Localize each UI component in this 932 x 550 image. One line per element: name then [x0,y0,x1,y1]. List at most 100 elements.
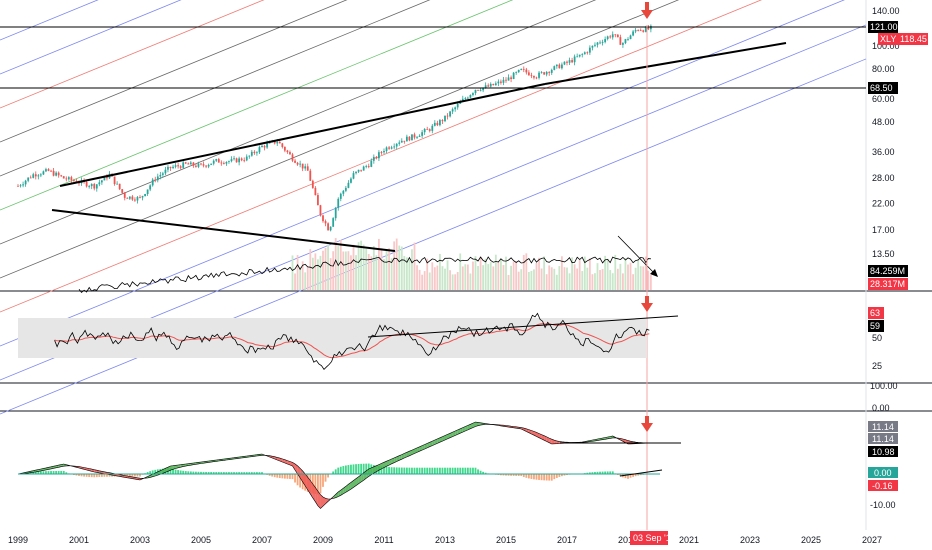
macd-histogram-bar [273,474,276,478]
candle-body [647,27,650,30]
macd-histogram-bar [131,474,134,477]
candle-body [45,169,47,172]
candle-body [426,129,429,130]
volume-bar [322,250,324,290]
macd-cloud [386,460,390,467]
macd-histogram-bar [441,467,444,474]
candle-body [599,42,601,44]
candle-body [393,146,396,148]
volume-bar [332,251,335,290]
macd-cloud [546,436,550,443]
macd-histogram-bar [530,474,533,479]
volume-bar [380,248,383,290]
macd-cloud [170,465,174,471]
macd-cloud [335,492,339,498]
candle-body [332,218,335,227]
macd-histogram-bar [37,471,40,474]
macd-histogram-bar [268,474,271,476]
macd-histogram-bar [357,463,360,474]
rsi-lines [54,312,650,371]
volume-bar [494,254,497,290]
macd-cloud [287,460,290,465]
macd-histogram-bar [398,467,401,474]
channel-line [0,0,680,279]
macd-histogram-bar [192,471,195,474]
macd-histogram-bar [258,472,261,474]
candle-body [586,52,589,54]
resistance-price-label: 121.00 [870,22,898,32]
candle-body [594,44,596,46]
macd-histogram-bar [505,474,507,476]
volume-bar [451,274,454,290]
macd-histogram-bar [100,474,103,477]
volume-bar [421,274,424,290]
rsi-trendline[interactable] [367,315,679,338]
candle-body [233,158,235,160]
candle-body [365,166,368,167]
price-tick-label: 36.00 [872,147,895,157]
macd-histogram-bar [334,469,337,474]
macd-histogram-bar [337,467,340,474]
macd-cloud [363,470,367,481]
candle-body [136,197,139,201]
macd-cloud [315,487,318,506]
candle-body [380,152,383,154]
macd-histogram-bar [134,474,136,477]
macd-histogram-bar [601,471,604,474]
volume-bar [647,270,650,290]
candle-body [296,162,299,165]
macd-cloud [384,461,387,468]
candle-body [322,215,324,222]
candle-body [606,36,609,40]
candle-body [339,193,342,199]
macd-histogram-bar [459,467,462,474]
macd-cloud [544,435,547,442]
macd-histogram-bar [184,471,187,474]
candle-body [370,160,373,167]
candle-body [283,146,286,151]
candle-body [601,42,604,43]
rsi-ma-line [54,323,650,359]
macd-histogram-bar [586,472,589,474]
macd-histogram-bar [507,474,510,476]
lower-wedge-trendline[interactable] [51,209,396,252]
volume-bar [365,248,368,290]
macd-label-2: 11.14 [872,434,894,444]
macd-cloud [353,478,357,488]
candle-body [451,109,454,112]
volume-bar [309,249,312,290]
candle-body [294,160,296,163]
candle-body [195,165,197,167]
macd-histogram-bar [385,466,388,474]
candle-body [604,39,607,43]
candle-body [388,147,390,149]
volume-bar [294,273,296,290]
macd-histogram-bar [352,464,355,474]
volume-bar [436,265,439,290]
macd-histogram-bar [339,466,342,474]
volume-bar [329,258,332,290]
candle-body [566,61,568,63]
time-tick-label: 2015 [496,535,516,545]
candle-body [334,207,337,219]
channel-line [0,0,597,245]
macd-histogram-bar [588,472,591,474]
candle-body [609,36,612,38]
volume-bar [512,261,515,290]
volume-bar [622,273,624,290]
upper-wedge-trendline[interactable] [59,83,546,187]
rising-trendline[interactable] [544,42,787,85]
candle-body [357,169,360,172]
volume-bar [311,257,314,290]
candle-body [383,150,385,153]
macd-histogram-bar [179,470,182,474]
volume-bar [527,272,530,290]
macd-cloud [424,443,428,449]
macd-cloud [376,464,379,472]
macd-histogram-bar [296,474,299,486]
candle-body [454,107,457,110]
macd-histogram-bar [322,474,324,487]
macd-histogram-bar [276,474,279,478]
candle-body [113,176,116,185]
